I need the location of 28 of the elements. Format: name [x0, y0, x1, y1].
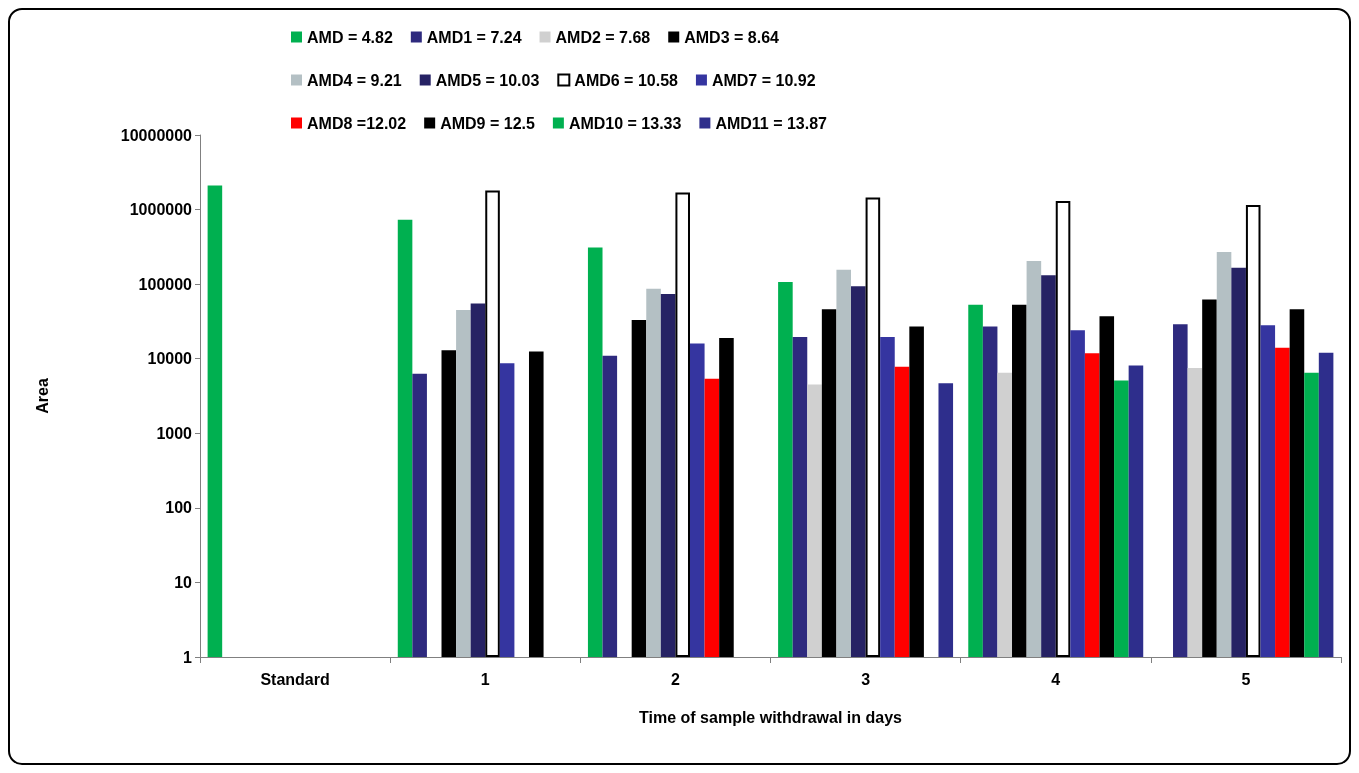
legend-label: AMD10 = 13.33: [568, 114, 682, 132]
y-tick-label: 10: [174, 573, 193, 591]
y-tick-label: 10000000: [120, 126, 193, 144]
legend-label: AMD7 = 10.92: [711, 71, 816, 89]
y-tick-label: 1: [183, 648, 193, 666]
x-tick-label: 3: [861, 670, 871, 688]
y-tick-label: 100: [165, 499, 193, 517]
y-tick-label: 1000000: [129, 201, 193, 219]
legend-label: AMD1 = 7.24: [426, 28, 522, 46]
x-tick-label: 2: [670, 670, 680, 688]
x-tick-label: Standard: [260, 670, 330, 688]
legend-label: AMD4 = 9.21: [307, 71, 402, 89]
legend-label: AMD11 = 13.87: [715, 114, 828, 132]
legend-label: AMD = 4.82: [307, 28, 393, 46]
y-tick-label: 100000: [138, 275, 193, 293]
legend-label: AMD8 =12.02: [307, 114, 407, 132]
x-tick-label: 4: [1051, 670, 1061, 688]
legend-label: AMD6 = 10.58: [574, 71, 679, 89]
legend-label: AMD9 = 12.5: [440, 114, 535, 132]
legend-label: AMD3 = 8.64: [684, 28, 780, 46]
y-tick-label: 10000: [147, 350, 193, 368]
legend-label: AMD5 = 10.03: [435, 71, 540, 89]
x-tick-label: 1: [480, 670, 490, 688]
legend-label: AMD2 = 7.68: [555, 28, 651, 46]
x-tick-label: 5: [1241, 670, 1251, 688]
y-tick-label: 1000: [156, 424, 193, 442]
x-axis-title: Time of sample withdrawal in days: [639, 708, 903, 726]
y-axis-title: Area: [33, 378, 51, 414]
